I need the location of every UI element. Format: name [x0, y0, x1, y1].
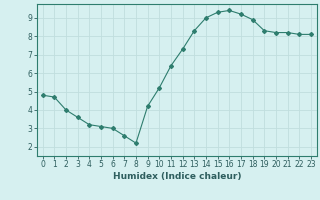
X-axis label: Humidex (Indice chaleur): Humidex (Indice chaleur)	[113, 172, 241, 181]
